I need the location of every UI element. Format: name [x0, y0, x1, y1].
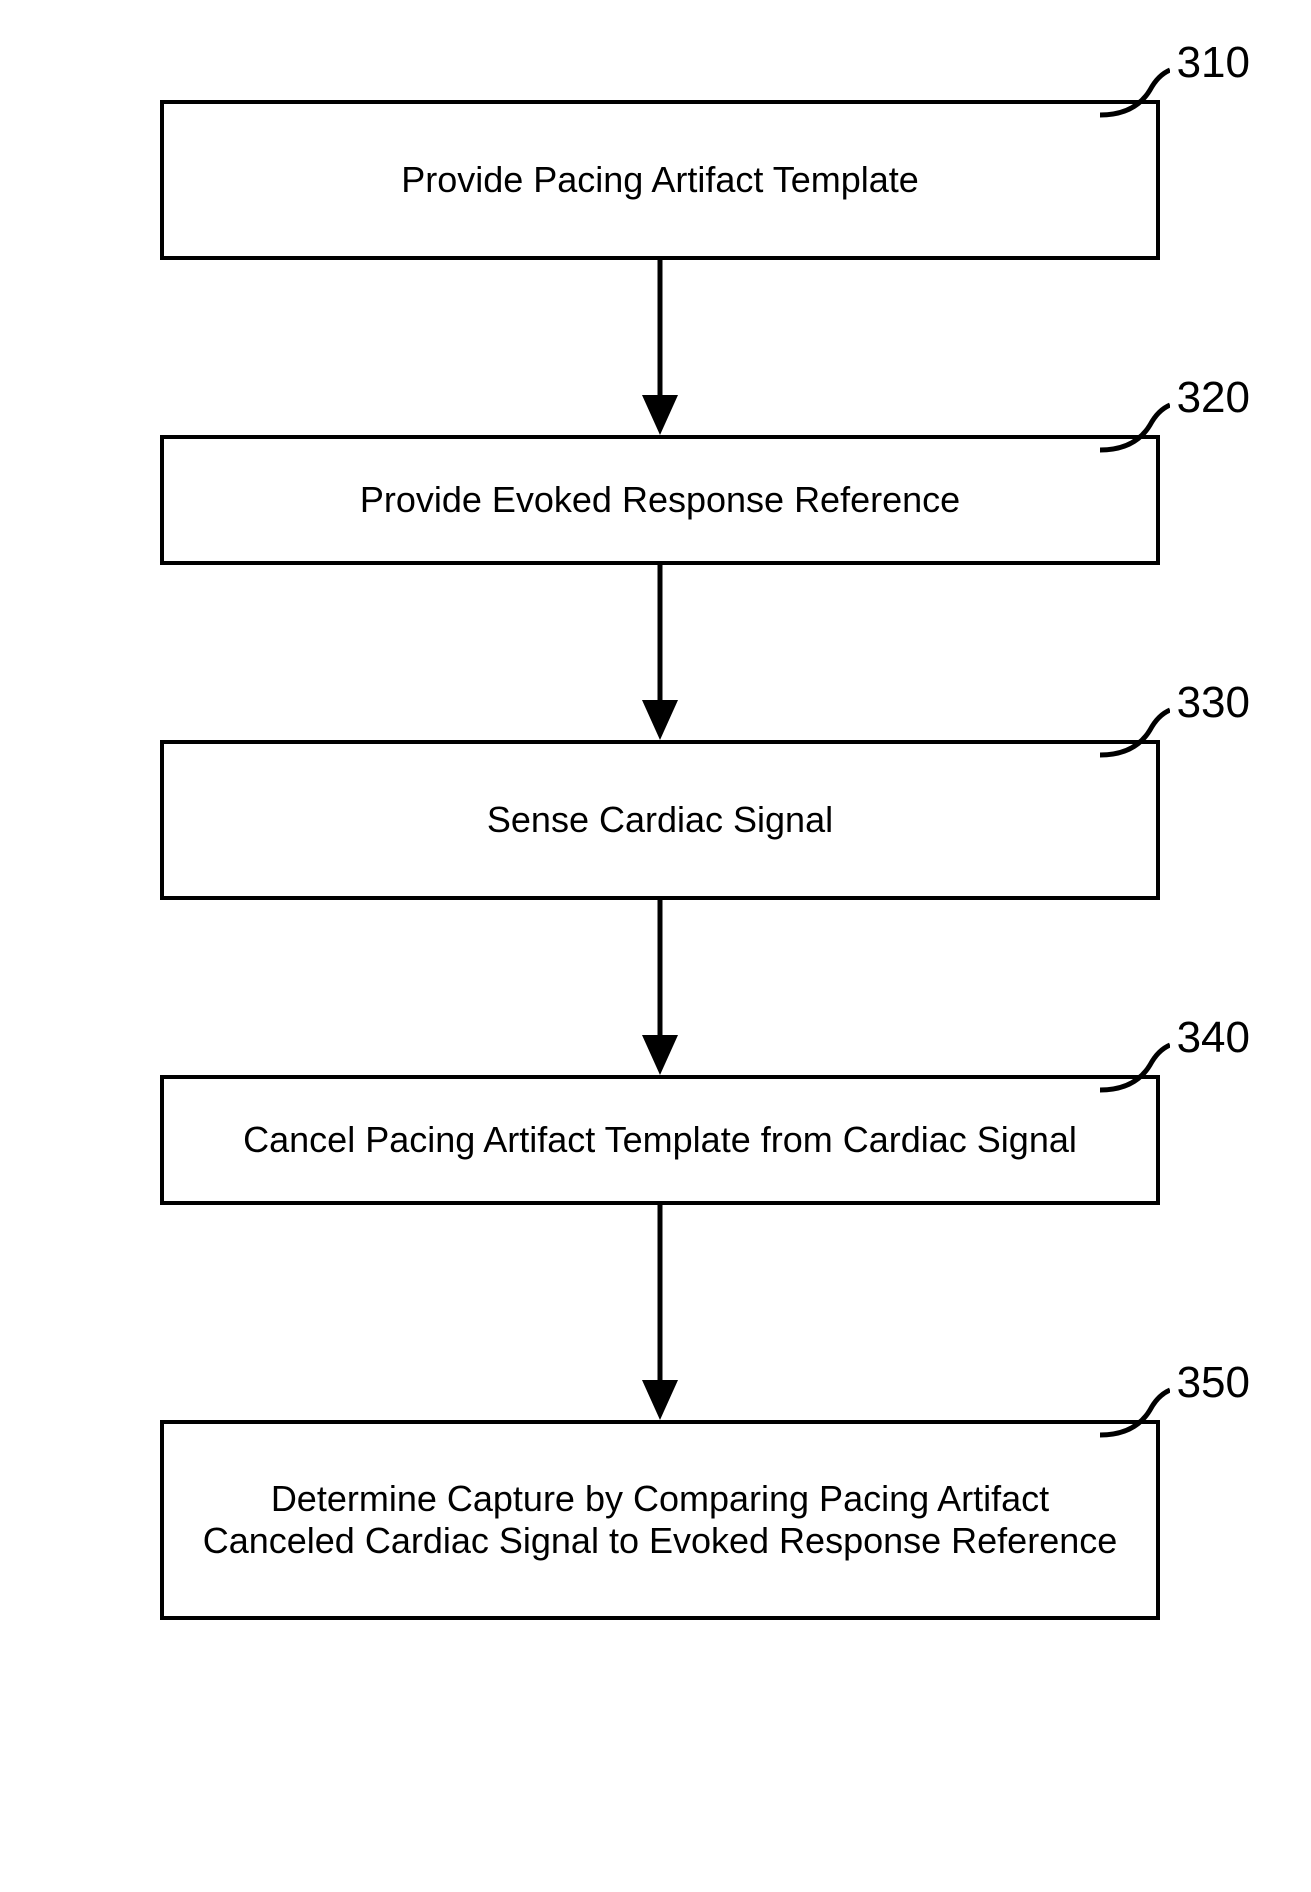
label-curve-350 [1100, 1385, 1170, 1440]
node-text-330: Sense Cardiac Signal [487, 799, 833, 841]
node-wrapper-310: 310 Provide Pacing Artifact Template [80, 100, 1240, 260]
node-text-350: Determine Capture by Comparing Pacing Ar… [194, 1478, 1126, 1562]
node-label-310: 310 [1177, 38, 1250, 88]
node-label-320: 320 [1177, 373, 1250, 423]
arrow-310-320 [160, 260, 1160, 435]
arrow-330-340 [160, 900, 1160, 1075]
node-text-310: Provide Pacing Artifact Template [401, 159, 919, 201]
node-label-340: 340 [1177, 1013, 1250, 1063]
arrow-320-330 [160, 565, 1160, 740]
node-wrapper-340: 340 Cancel Pacing Artifact Template from… [80, 1075, 1240, 1205]
node-box-330: Sense Cardiac Signal [160, 740, 1160, 900]
node-label-350: 350 [1177, 1358, 1250, 1408]
label-curve-330 [1100, 705, 1170, 760]
node-wrapper-320: 320 Provide Evoked Response Reference [80, 435, 1240, 565]
node-box-310: Provide Pacing Artifact Template [160, 100, 1160, 260]
label-curve-320 [1100, 400, 1170, 455]
node-box-320: Provide Evoked Response Reference [160, 435, 1160, 565]
flowchart-container: 310 Provide Pacing Artifact Template 320… [80, 100, 1240, 1620]
arrow-340-350 [160, 1205, 1160, 1420]
node-text-340: Cancel Pacing Artifact Template from Car… [243, 1119, 1077, 1161]
node-label-330: 330 [1177, 678, 1250, 728]
node-wrapper-330: 330 Sense Cardiac Signal [80, 740, 1240, 900]
node-box-350: Determine Capture by Comparing Pacing Ar… [160, 1420, 1160, 1620]
label-curve-340 [1100, 1040, 1170, 1095]
node-text-320: Provide Evoked Response Reference [360, 479, 960, 521]
label-curve-310 [1100, 65, 1170, 120]
node-wrapper-350: 350 Determine Capture by Comparing Pacin… [80, 1420, 1240, 1620]
node-box-340: Cancel Pacing Artifact Template from Car… [160, 1075, 1160, 1205]
